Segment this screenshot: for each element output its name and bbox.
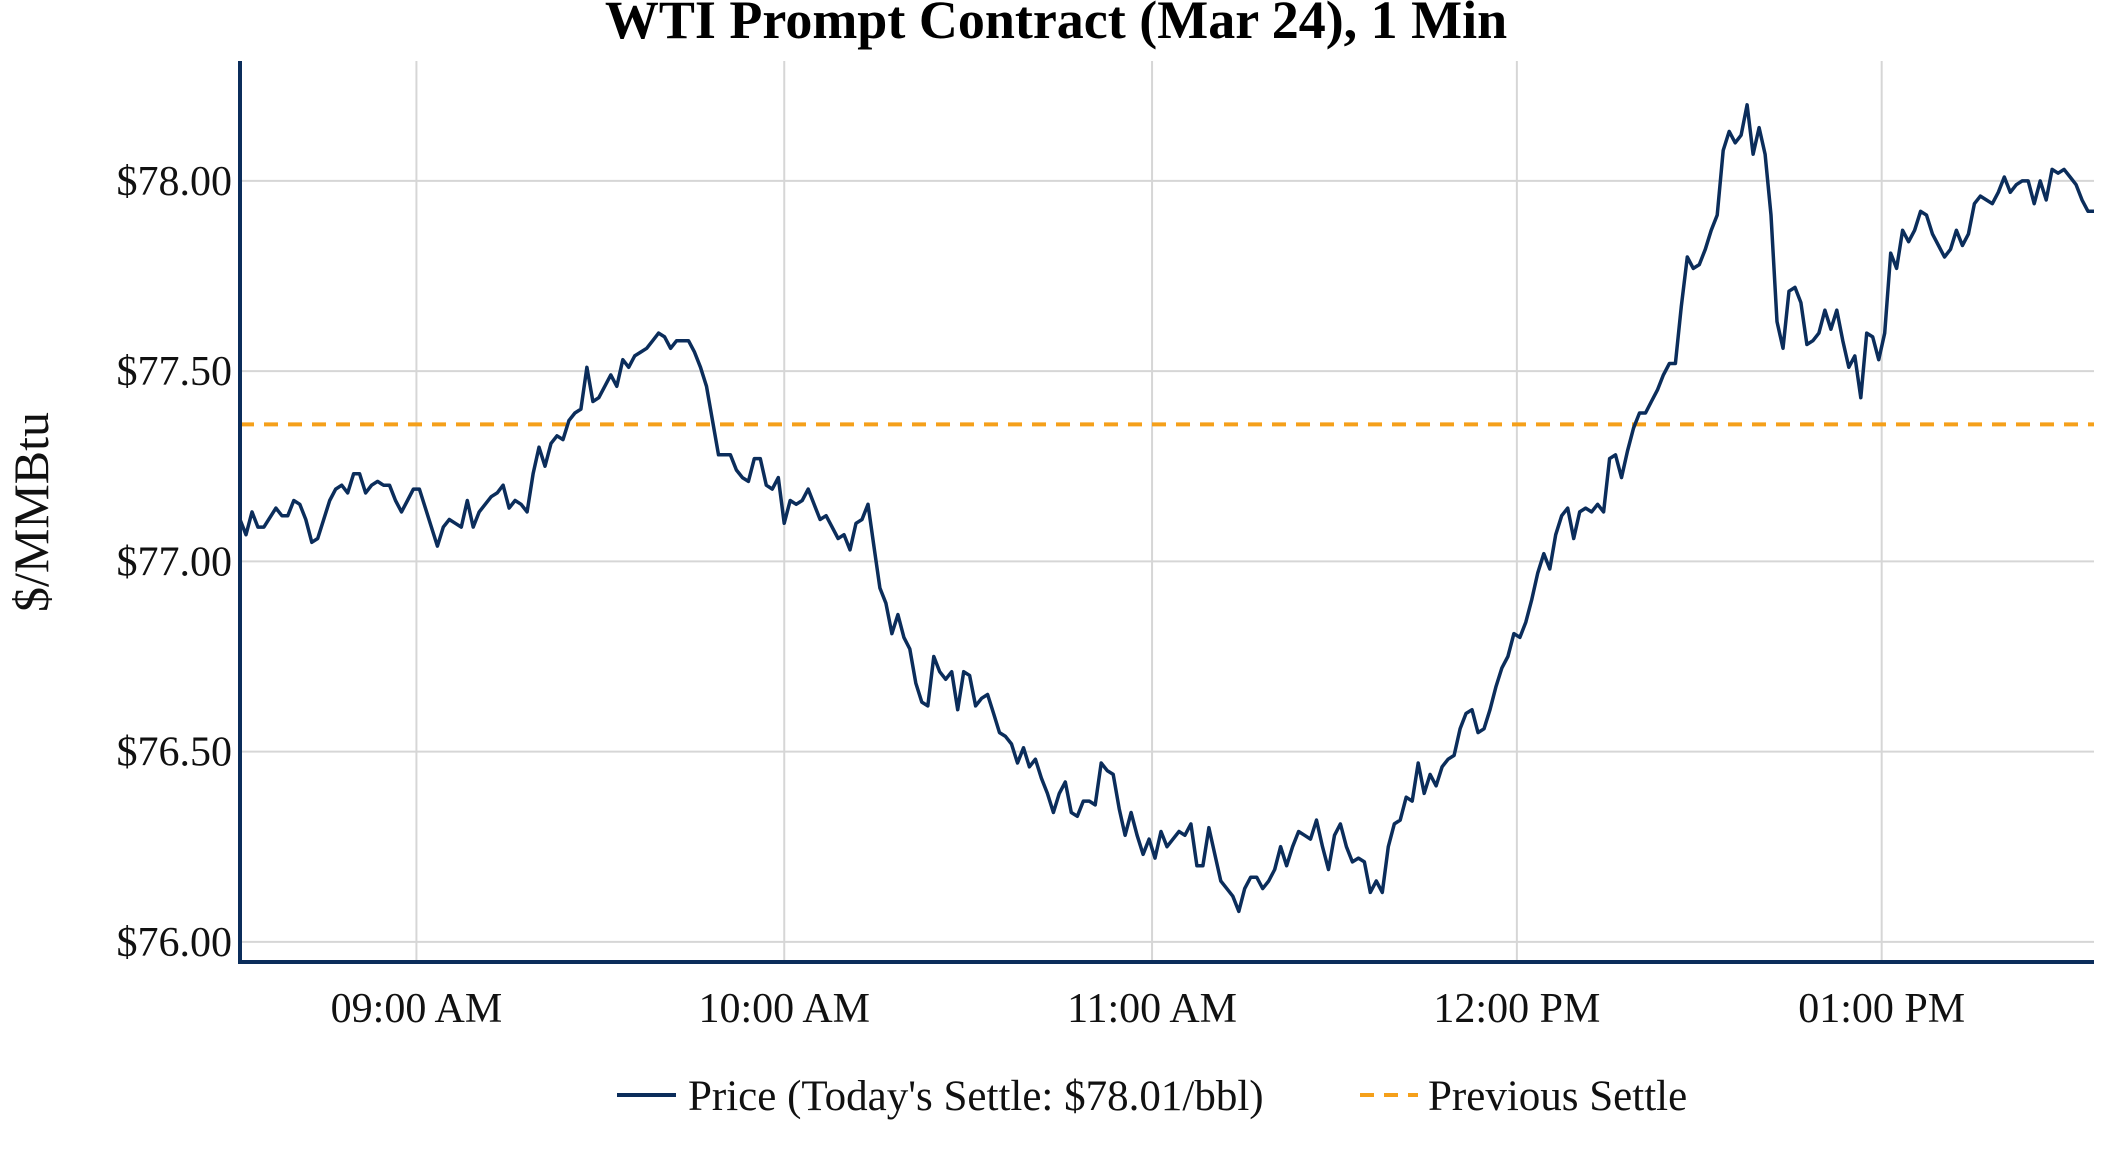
x-tick-label: 12:00 PM: [1433, 986, 1600, 1032]
x-tick-label: 09:00 AM: [331, 986, 503, 1032]
x-tick-labels: 09:00 AM 10:00 AM 11:00 AM 12:00 PM 01:00 PM: [331, 986, 1965, 1032]
legend-price-label: Price (Today's Settle: $78.01/bbl): [688, 1073, 1264, 1120]
price-line: [238, 103, 2094, 914]
y-tick-label: $77.00: [117, 539, 233, 585]
price-series: [238, 103, 2094, 914]
x-tick-label: 10:00 AM: [698, 986, 870, 1032]
y-tick-label: $76.00: [117, 920, 233, 966]
x-tick-label: 11:00 AM: [1067, 986, 1237, 1032]
y-tick-label: $78.00: [117, 159, 233, 205]
y-tick-label: $76.50: [117, 730, 233, 776]
legend: Price (Today's Settle: $78.01/bbl) Previ…: [617, 1073, 1687, 1120]
chart-title: WTI Prompt Contract (Mar 24), 1 Min: [605, 0, 1507, 50]
y-axis-label: $/MMBtu: [3, 412, 59, 612]
y-tick-label: $77.50: [117, 349, 233, 395]
axes: [238, 61, 2094, 964]
x-tick-label: 01:00 PM: [1798, 986, 1965, 1032]
y-tick-labels: $76.00 $76.50 $77.00 $77.50 $78.00: [117, 159, 233, 966]
gridlines: [240, 61, 2094, 962]
legend-settle-label: Previous Settle: [1428, 1073, 1687, 1120]
